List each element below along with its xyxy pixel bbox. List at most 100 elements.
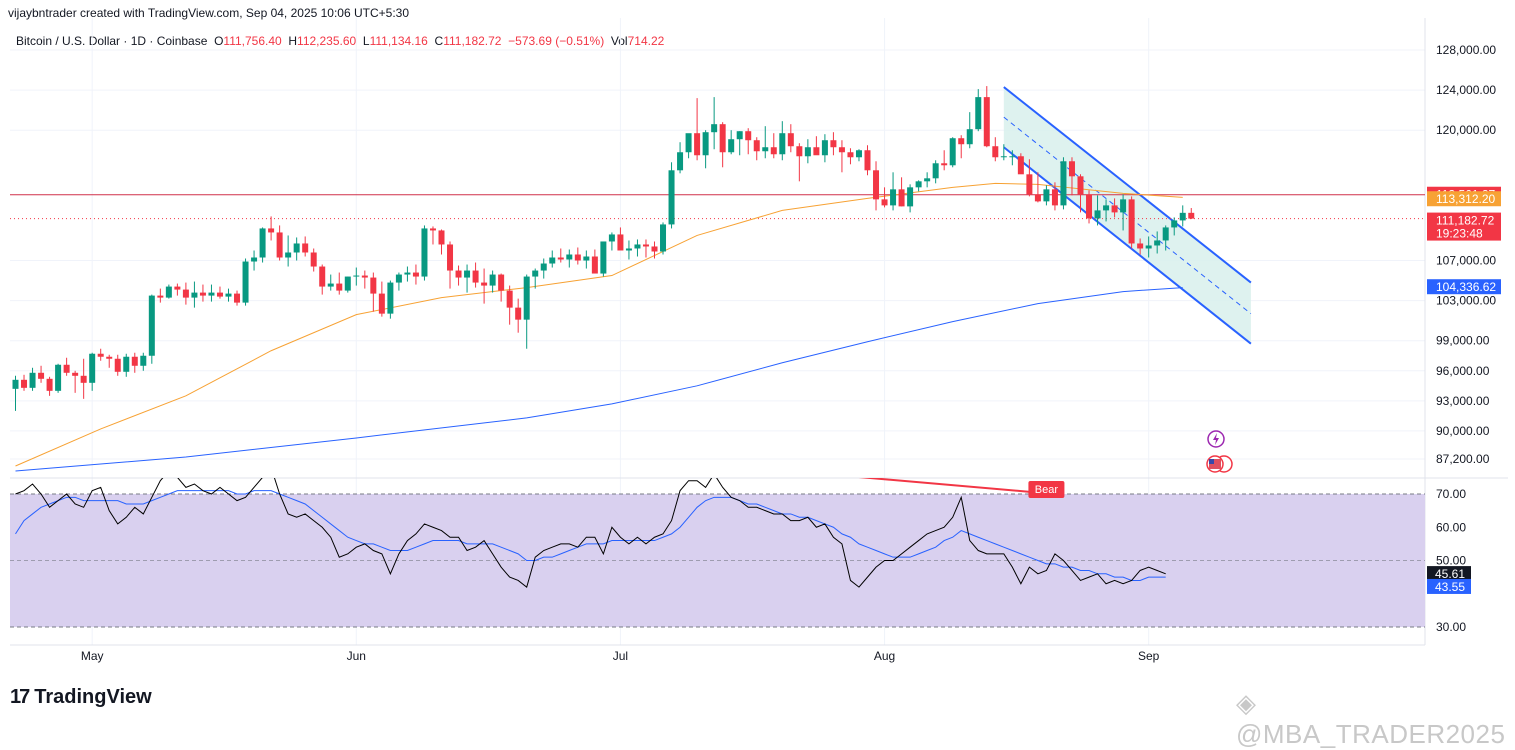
close-label: C: [434, 34, 444, 48]
candle-body: [208, 292, 215, 296]
candle: [302, 236, 309, 257]
candle: [668, 162, 675, 229]
candle-body: [455, 270, 462, 278]
candle: [38, 365, 45, 383]
candle: [1145, 236, 1152, 258]
candle: [540, 258, 547, 279]
candle-body: [847, 152, 854, 158]
time-axis[interactable]: May Jun Jul Aug Sep: [81, 649, 1160, 663]
candle: [736, 131, 743, 156]
candle: [12, 375, 19, 411]
price-chart[interactable]: Bear 128,000.00 124,000.00 120,000.00 107,0…: [0, 0, 1515, 729]
candle: [694, 98, 701, 161]
candle: [634, 239, 641, 257]
candle: [745, 128, 752, 155]
price-tick-label: 87,200.00: [1436, 452, 1490, 466]
candle: [327, 274, 334, 291]
candle: [464, 264, 471, 293]
candle-body: [97, 353, 104, 357]
candle: [1017, 153, 1024, 175]
candle: [251, 250, 258, 271]
candle-body: [1120, 199, 1127, 213]
candle: [779, 121, 786, 161]
candle: [319, 264, 326, 295]
candle: [242, 258, 249, 306]
rsi-ma-line: [15, 490, 1166, 581]
price-tick-label: 124,000.00: [1436, 83, 1496, 97]
candle: [55, 363, 62, 393]
candle: [182, 282, 189, 305]
candle-body: [242, 261, 249, 303]
event-icons[interactable]: [1206, 430, 1233, 473]
candle-body: [600, 241, 607, 274]
candle: [46, 376, 53, 396]
candle-body: [438, 230, 445, 245]
candle-body: [1043, 189, 1050, 202]
candle: [804, 139, 811, 164]
candle: [506, 285, 513, 325]
price-axis[interactable]: 128,000.00 124,000.00 120,000.00 107,000.00…: [1427, 43, 1501, 634]
close-value: 111,182.72: [443, 34, 502, 48]
candle-body: [429, 228, 436, 231]
candle-body: [234, 293, 241, 303]
channel-lower-line[interactable]: [1003, 146, 1252, 345]
candle: [1103, 199, 1110, 222]
candle: [336, 272, 343, 295]
candle: [949, 137, 956, 168]
candle-body: [259, 228, 266, 258]
candle-body: [344, 276, 351, 291]
candle: [557, 248, 564, 263]
candle: [157, 288, 164, 303]
candle: [1086, 190, 1093, 224]
candle-body: [557, 257, 564, 260]
candle: [1068, 157, 1075, 196]
candle: [787, 124, 794, 153]
rsi-value-bg: [1427, 578, 1471, 594]
candle-body: [983, 97, 990, 147]
candle: [353, 267, 360, 286]
candle-body: [174, 286, 181, 290]
candle: [72, 370, 79, 393]
candle-body: [225, 293, 232, 297]
candle-body: [114, 358, 121, 372]
candle-body: [719, 124, 726, 153]
low-label: L: [362, 34, 370, 48]
symbol-title[interactable]: Bitcoin / U.S. Dollar · 1D · Coinbase: [16, 34, 208, 48]
candle: [216, 286, 223, 299]
channel-upper-line[interactable]: [1003, 86, 1252, 284]
candle-body: [1017, 156, 1024, 175]
time-tick-label: Jul: [613, 649, 628, 663]
watermark: ◈ @MBA_TRADER2025: [1236, 688, 1506, 749]
candle: [106, 354, 113, 368]
candle: [574, 247, 581, 265]
change-value: −573.69 (−0.51%): [508, 34, 605, 48]
candle: [549, 250, 556, 268]
candle-body: [361, 275, 368, 278]
rsi-tick-label: 70.00: [1436, 487, 1466, 501]
candle-body: [881, 199, 888, 206]
candle-body: [489, 274, 496, 286]
candle-body: [80, 375, 87, 383]
candle-body: [165, 286, 172, 298]
candle-body: [642, 244, 649, 247]
candle: [387, 280, 394, 319]
candle: [174, 283, 181, 296]
candle-body: [821, 140, 828, 156]
candle-body: [591, 256, 598, 274]
candle-body: [46, 378, 53, 391]
tradingview-logo[interactable]: 17 TradingView: [10, 686, 152, 709]
candle-body: [975, 97, 982, 130]
candle: [711, 97, 718, 150]
countdown-label: 19:23:48: [1436, 227, 1483, 241]
rsi-tick-label: 30.00: [1436, 620, 1466, 634]
price-tick-label: 120,000.00: [1436, 123, 1496, 137]
candle: [1094, 195, 1101, 226]
candle-body: [1162, 227, 1169, 241]
candle: [966, 112, 973, 149]
candle-body: [472, 270, 479, 283]
candle: [97, 348, 104, 361]
candle-body: [830, 140, 837, 148]
candle-body: [1026, 174, 1033, 195]
candle-body: [1103, 205, 1110, 211]
candle-body: [447, 244, 454, 271]
